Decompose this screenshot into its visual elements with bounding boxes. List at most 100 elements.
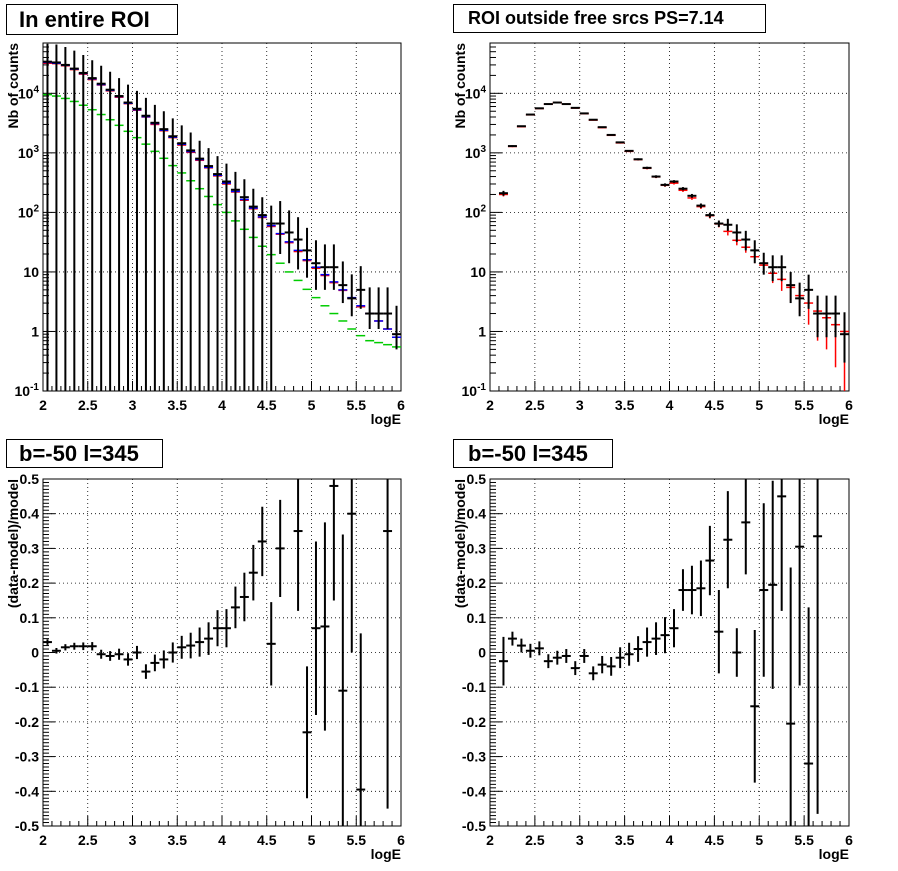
data-point <box>696 560 706 617</box>
data-point <box>186 632 196 659</box>
data-point <box>186 132 196 391</box>
data-point <box>213 610 222 647</box>
data-point <box>615 141 625 144</box>
x-tick-label: 2 <box>486 397 494 413</box>
x-axis-label: logE <box>371 411 401 427</box>
data-point <box>624 149 634 152</box>
x-tick-label: 6 <box>845 832 853 848</box>
data-point <box>177 635 187 659</box>
data-point <box>840 312 849 363</box>
data-point <box>266 205 276 391</box>
x-tick-label: 2 <box>39 832 47 848</box>
y-tick-label: -0.2 <box>462 714 486 730</box>
x-tick-label: 4 <box>218 397 226 413</box>
y-tick-label: 0 <box>478 645 486 661</box>
data-point <box>257 506 267 577</box>
data-point <box>597 655 607 674</box>
data-point <box>69 642 79 650</box>
data-point <box>507 145 517 148</box>
data-point <box>230 171 240 391</box>
x-axis-label: logE <box>819 846 849 862</box>
x-tick-label: 5.5 <box>347 832 367 848</box>
data-point <box>624 642 634 666</box>
data-point <box>204 148 214 391</box>
data-point <box>552 101 562 104</box>
x-tick-label: 5 <box>308 397 316 413</box>
data-point <box>159 111 169 391</box>
data-point <box>275 201 285 255</box>
data-point <box>534 641 544 656</box>
data-point <box>543 654 553 669</box>
series-1 <box>43 43 401 391</box>
data-point <box>804 607 814 826</box>
data-point <box>669 180 679 183</box>
data-point <box>750 629 760 783</box>
data-point <box>786 567 796 826</box>
data-point <box>642 166 652 169</box>
series-3 <box>43 62 401 338</box>
data-point <box>356 633 366 826</box>
data-point <box>507 631 517 646</box>
data-point <box>43 639 52 645</box>
y-tick-label: 103 <box>465 144 487 161</box>
x-tick-label: 4.5 <box>705 397 725 413</box>
data-point <box>222 163 231 391</box>
data-point <box>347 479 357 653</box>
data-point <box>795 282 805 317</box>
data-point <box>804 274 814 309</box>
data-point <box>293 479 303 611</box>
data-point <box>51 44 61 391</box>
data-point <box>822 295 832 338</box>
data-point <box>266 602 276 686</box>
data-point <box>284 210 294 264</box>
y-tick-label: -0.4 <box>15 783 39 799</box>
data-point <box>606 657 616 676</box>
data-point <box>813 479 823 814</box>
data-point <box>60 644 70 651</box>
data-point <box>105 71 115 391</box>
y-tick-label: -0.3 <box>462 749 486 765</box>
data-point <box>516 125 526 128</box>
series-2 <box>498 101 849 391</box>
data-point <box>552 650 562 665</box>
data-point <box>141 97 151 391</box>
data-point <box>795 479 805 686</box>
x-tick-label: 5 <box>755 832 763 848</box>
data-point <box>786 271 796 304</box>
data-point <box>525 643 535 658</box>
data-point <box>329 479 339 601</box>
data-point <box>678 187 688 191</box>
data-point <box>392 305 401 350</box>
data-point <box>383 287 393 329</box>
data-point <box>302 666 312 799</box>
x-tick-label: 3.5 <box>615 832 635 848</box>
y-tick-label: -0.3 <box>15 749 39 765</box>
x-tick-label: 2.5 <box>78 397 98 413</box>
data-point <box>741 230 751 251</box>
data-point <box>338 534 348 826</box>
x-tick-label: 3 <box>576 832 584 848</box>
data-point <box>222 609 231 648</box>
data-point <box>239 572 249 622</box>
y-tick-label: 0.4 <box>20 506 40 522</box>
x-tick-label: 6 <box>397 832 405 848</box>
data-point <box>642 627 652 657</box>
data-point <box>525 113 535 116</box>
y-axis-label: (data-model)/model <box>452 479 468 608</box>
y-tick-label: 0.1 <box>20 610 40 626</box>
data-point <box>195 627 205 657</box>
x-tick-label: 4 <box>666 397 674 413</box>
data-point <box>123 653 133 666</box>
data-point <box>678 569 688 611</box>
data-point <box>561 103 571 106</box>
data-point <box>579 112 589 115</box>
data-point <box>696 203 706 208</box>
data-point <box>705 212 715 218</box>
x-tick-label: 5.5 <box>794 832 814 848</box>
y-tick-label: 0.3 <box>467 540 487 556</box>
data-point <box>168 642 178 663</box>
y-tick-label: 0.3 <box>20 540 40 556</box>
data-point <box>248 544 258 601</box>
data-point <box>768 255 778 282</box>
